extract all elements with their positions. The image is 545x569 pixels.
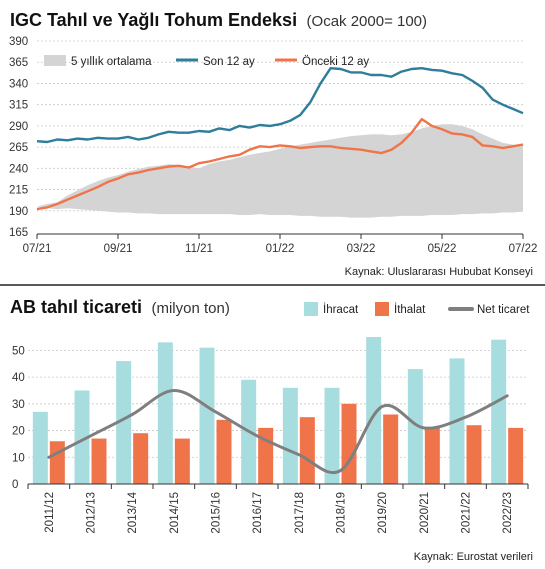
chart2-legend: İhracat İthalat Net ticaret <box>304 302 530 316</box>
bar-imports <box>383 414 399 484</box>
x-tick-label: 2014/15 <box>169 492 181 534</box>
x-tick-label: 2013/14 <box>127 491 139 533</box>
x-tick-label: 03/22 <box>347 243 376 255</box>
y-tick-label: 315 <box>9 100 28 112</box>
bar-imports <box>49 441 65 484</box>
bar-exports <box>116 361 132 484</box>
chart2-bars <box>32 337 524 484</box>
chart2-title-line: AB tahıl ticareti (milyon ton) <box>10 297 230 317</box>
x-tick-label: 2018/19 <box>336 492 348 534</box>
legend-label-net-trade: Net ticaret <box>477 304 530 316</box>
y-tick-label: 265 <box>9 142 28 154</box>
y-tick-label: 240 <box>9 163 28 175</box>
bar-exports <box>282 387 298 484</box>
bar-imports <box>91 438 107 484</box>
chart1-x-axis: 07/21 09/21 11/21 01/22 03/22 05/22 07/22 <box>23 234 538 255</box>
y-tick-label: 215 <box>9 185 28 197</box>
chart1-subtitle: (Ocak 2000= 100) <box>307 13 428 30</box>
chart2-subtitle: (milyon ton) <box>151 300 229 317</box>
legend-label-exports: İhracat <box>323 303 359 316</box>
bar-imports <box>133 433 149 484</box>
x-tick-label: 2012/13 <box>86 492 98 534</box>
x-tick-label: 09/21 <box>104 243 133 255</box>
bar-imports <box>508 427 524 484</box>
y-tick-label: 190 <box>9 206 28 218</box>
chart1-band-5yr-average <box>37 124 523 218</box>
legend-label-previous-12-months: Önceki 12 ay <box>302 56 369 68</box>
legend-label-imports: İthalat <box>394 303 426 316</box>
bar-exports <box>491 339 507 484</box>
y-tick-label: 390 <box>9 36 28 48</box>
bar-imports <box>341 403 357 484</box>
bar-exports <box>74 390 90 484</box>
x-tick-label: 2011/12 <box>44 492 56 533</box>
chart2-line-net-trade <box>47 388 509 474</box>
x-tick-label: 2019/20 <box>377 492 389 534</box>
y-tick-label: 365 <box>9 57 28 69</box>
bar-exports <box>157 342 173 484</box>
bar-exports <box>366 337 382 484</box>
y-tick-label: 20 <box>12 426 25 438</box>
bar-imports <box>466 425 482 484</box>
y-tick-label: 30 <box>12 399 25 411</box>
x-tick-label: 01/22 <box>266 243 295 255</box>
y-tick-label: 340 <box>9 78 28 90</box>
legend-label-last-12-months: Son 12 ay <box>203 56 255 68</box>
chart1-legend: 5 yıllık ortalama Son 12 ay Önceki 12 ay <box>44 55 369 68</box>
y-tick-label: 10 <box>12 452 25 464</box>
y-tick-label: 50 <box>12 345 25 357</box>
y-tick-label: 40 <box>12 372 25 384</box>
x-tick-label: 07/21 <box>23 243 52 255</box>
chart2-x-axis: 2011/12 2012/13 2013/14 2014/15 2015/16 2016/… <box>27 484 529 534</box>
chart1-line-previous-12-months <box>36 117 524 211</box>
x-tick-label: 2021/22 <box>461 492 473 534</box>
chart1-title-line: IGC Tahıl ve Yağlı Tohum Endeksi (Ocak 2… <box>10 10 427 30</box>
x-tick-label: 2022/23 <box>502 492 514 534</box>
bar-imports <box>174 438 190 484</box>
legend-swatch-imports <box>375 302 389 316</box>
y-tick-label: 165 <box>9 227 28 239</box>
x-tick-label: 07/22 <box>509 243 538 255</box>
chart2-y-axis: 50 40 30 20 10 0 <box>12 345 25 491</box>
x-tick-label: 2016/17 <box>252 492 264 534</box>
chart1-y-axis: 390 365 340 315 290 265 240 215 190 165 <box>9 36 28 239</box>
x-tick-label: 2020/21 <box>419 492 431 534</box>
legend-swatch-exports <box>304 302 318 316</box>
chart2-source: Kaynak: Eurostat verileri <box>414 551 533 563</box>
chart2-title: AB tahıl ticareti <box>10 297 142 317</box>
x-tick-label: 2015/16 <box>211 492 223 534</box>
chart1-title: IGC Tahıl ve Yağlı Tohum Endeksi <box>10 10 297 30</box>
legend-swatch-5yr-average <box>44 55 66 66</box>
y-tick-label: 290 <box>9 121 28 133</box>
bar-exports <box>199 347 215 484</box>
bar-exports <box>32 411 48 484</box>
x-tick-label: 05/22 <box>428 243 457 255</box>
bar-imports <box>424 427 440 484</box>
chart2-gridlines <box>28 349 528 458</box>
bar-exports <box>407 369 423 484</box>
bar-imports <box>299 417 315 484</box>
x-tick-label: 2017/18 <box>294 492 306 534</box>
x-tick-label: 11/21 <box>185 243 213 255</box>
bar-exports <box>324 387 340 484</box>
chart1-source: Kaynak: Uluslararası Hububat Konseyi <box>345 266 533 278</box>
bar-imports <box>216 419 232 484</box>
legend-label-5yr-average: 5 yıllık ortalama <box>71 56 152 68</box>
chart1-line-last-12-months <box>36 67 524 144</box>
y-tick-label: 0 <box>12 479 18 491</box>
